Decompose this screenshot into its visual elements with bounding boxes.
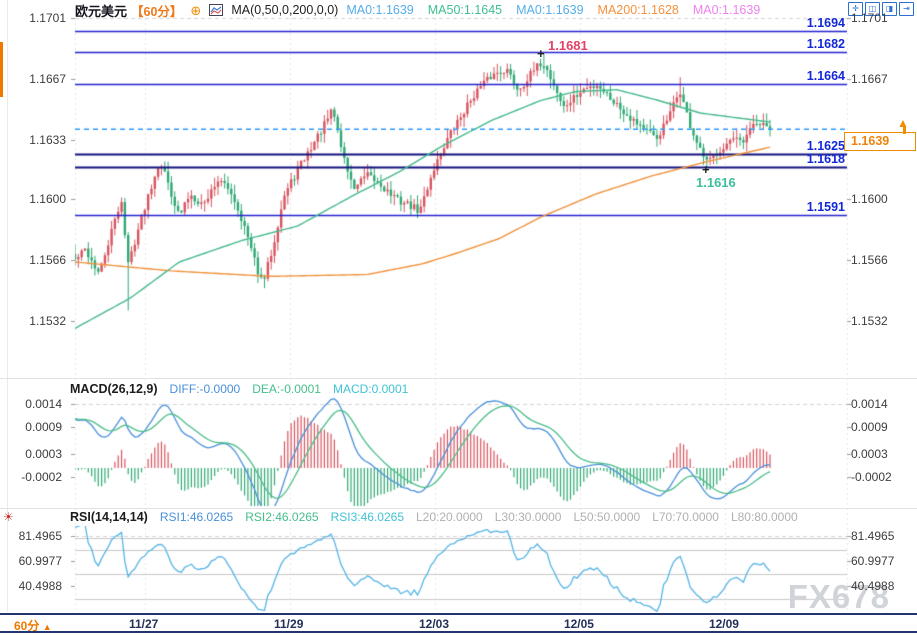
chart-header: 欧元美元 【60分】 ⊕ MA(0,50,0,200,0,0) MA0:1.16… bbox=[75, 1, 760, 19]
timeframe-badge[interactable]: 【60分】 bbox=[131, 4, 183, 19]
split-window-icon[interactable]: ◫ bbox=[865, 2, 880, 16]
ma-value: MA0:1.1639 bbox=[692, 3, 761, 17]
price-axis-tick-right: 1.1600 bbox=[851, 192, 888, 207]
price-axis-tick-right: 1.1701 bbox=[851, 11, 888, 25]
ma-value: MA50:1.1645 bbox=[427, 3, 503, 17]
watermark: FX678 bbox=[787, 578, 890, 615]
price-axis-tick-left: 1.1667 bbox=[29, 71, 66, 86]
ma-value: MA200:1.1628 bbox=[597, 3, 679, 17]
panel-divider-macd-rsi bbox=[0, 508, 917, 509]
macd-axis-tick-right: 0.0009 bbox=[851, 419, 888, 434]
indicator-window-icon[interactable]: ◨ bbox=[882, 2, 897, 16]
rsi-guide-label: L50:50.0000 bbox=[573, 509, 641, 524]
rsi-axis-tick-right: 40.4988 bbox=[851, 579, 895, 593]
chart-toolbar: ✛ ◫ ◨ ⇥ bbox=[848, 2, 914, 16]
session-low-cross-marker: + bbox=[702, 162, 710, 177]
add-indicator-icon[interactable]: ⊕ bbox=[190, 2, 202, 18]
current-price-box: 1.1639 bbox=[844, 132, 916, 151]
symbol-title: 欧元美元 bbox=[75, 3, 128, 19]
footer-timeframe-arrow-icon: ▲ bbox=[42, 622, 52, 632]
price-axis-tick-right: 1.1532 bbox=[851, 314, 888, 329]
price-axis-tick-left: 1.1701 bbox=[29, 11, 66, 25]
price-axis-tick-left: 1.1633 bbox=[29, 132, 66, 147]
ma-value: MA0:1.1639 bbox=[346, 3, 414, 17]
price-axis-tick-left: 1.1600 bbox=[29, 192, 66, 207]
macd-axis-tick-left: -0.0002 bbox=[21, 470, 62, 484]
macd-label: MACD(26,12,9) bbox=[70, 381, 158, 396]
exit-fullscreen-icon[interactable]: ⇥ bbox=[899, 2, 914, 16]
date-axis-label: 12/05 bbox=[563, 617, 594, 631]
indicator-settings-sun-icon[interactable]: ☀ bbox=[3, 510, 14, 524]
rsi-axis-tick-left: 60.9977 bbox=[18, 553, 62, 568]
date-axis-label: 11/29 bbox=[274, 617, 304, 631]
price-axis-tick-right: 1.1566 bbox=[851, 253, 888, 268]
macd-axis-tick-right: -0.0002 bbox=[851, 470, 892, 484]
rsi-axis-tick-left: 81.4965 bbox=[18, 529, 62, 543]
macd-value: MACD:0.0001 bbox=[332, 381, 409, 396]
macd-axis-tick-left: 0.0014 bbox=[25, 397, 62, 411]
rsi2-value: RSI2:46.0265 bbox=[245, 509, 319, 524]
rsi-guide-label: L70:70.0000 bbox=[652, 509, 719, 524]
left-accent-bar bbox=[0, 42, 3, 97]
rsi-label: RSI(14,14,14) bbox=[70, 509, 148, 524]
macd-axis-tick-right: 0.0003 bbox=[851, 447, 888, 462]
price-up-arrow-icon: ▲ bbox=[897, 116, 909, 130]
price-axis-tick-right: 1.1667 bbox=[851, 71, 888, 86]
macd-axis-tick-left: 0.0003 bbox=[25, 447, 62, 462]
rsi-axis-tick-right: 81.4965 bbox=[851, 529, 895, 543]
price-level-label: 1.1591 bbox=[806, 200, 845, 215]
ma-value: MA0:1.1639 bbox=[516, 3, 584, 17]
panel-divider-main-macd bbox=[0, 378, 917, 379]
macd-axis-tick-right: 0.0014 bbox=[851, 397, 888, 411]
footer-timeframe-label: 60分 bbox=[14, 619, 40, 633]
price-axis-tick-left: 1.1566 bbox=[29, 253, 66, 268]
price-up-arrow-stem bbox=[903, 127, 906, 134]
chart-type-icon[interactable] bbox=[209, 4, 224, 16]
ma-values: MA0:1.1639 MA50:1.1645 MA0:1.1639 MA200:1.1… bbox=[346, 3, 760, 17]
rsi1-value: RSI1:46.0265 bbox=[159, 509, 234, 524]
macd-axis-tick-left: 0.0009 bbox=[25, 419, 62, 434]
date-axis-label: 11/27 bbox=[128, 617, 159, 631]
rsi-axis-tick-left: 40.4988 bbox=[18, 579, 62, 593]
macd-dea-value: DEA:-0.0001 bbox=[252, 381, 321, 396]
rsi-guide-label: L30:30.0000 bbox=[494, 509, 562, 524]
price-level-label: 1.1694 bbox=[806, 15, 845, 30]
footer-timeframe-selector[interactable]: 60分 ▲ bbox=[14, 617, 52, 634]
session-high-cross-marker: + bbox=[537, 46, 545, 61]
session-low-label: 1.1616 bbox=[696, 175, 736, 190]
date-axis-label: 12/09 bbox=[708, 617, 739, 631]
footer-bottom-border bbox=[0, 631, 917, 633]
rsi-axis-tick-right: 60.9977 bbox=[851, 553, 895, 568]
rsi-guide-label: L20:20.0000 bbox=[416, 509, 483, 524]
footer-top-border bbox=[0, 613, 917, 615]
pan-icon[interactable]: ✛ bbox=[848, 2, 863, 16]
price-level-label: 1.1682 bbox=[806, 37, 845, 52]
price-level-label: 1.1625 bbox=[806, 139, 845, 154]
macd-diff-value: DIFF:-0.0000 bbox=[169, 381, 241, 396]
price-level-label: 1.1618 bbox=[806, 151, 845, 166]
rsi-guide-label: L80:80.0000 bbox=[730, 509, 798, 524]
date-axis-label: 12/03 bbox=[418, 617, 449, 631]
ma-settings-label: MA(0,50,0,200,0,0) bbox=[231, 3, 339, 17]
session-high-label: 1.1681 bbox=[548, 38, 588, 53]
rsi-header: RSI(14,14,14) RSI1:46.0265 RSI2:46.0265 … bbox=[70, 509, 798, 524]
price-axis-tick-left: 1.1532 bbox=[29, 314, 66, 329]
macd-header: MACD(26,12,9) DIFF:-0.0000 DEA:-0.0001 M… bbox=[70, 381, 408, 396]
rsi3-value: RSI3:46.0265 bbox=[330, 509, 404, 524]
price-level-label: 1.1664 bbox=[806, 69, 845, 84]
